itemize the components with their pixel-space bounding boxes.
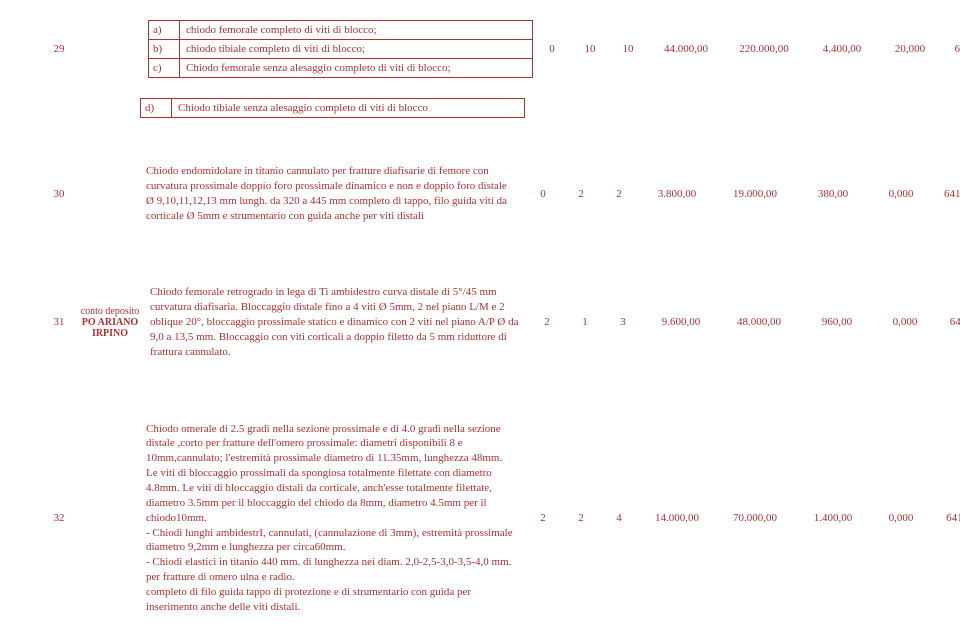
- cell-qty2: 2: [562, 512, 600, 524]
- cell-qty1: 2: [528, 316, 566, 328]
- option-key: c): [149, 59, 180, 77]
- cell-code: 641179087C: [934, 316, 960, 328]
- cell-amount2: 48.000,00: [720, 316, 798, 328]
- cell-amount3: 380,00: [794, 188, 872, 200]
- table-row-30: 30 Chiodo endomidolare in titanio cannul…: [40, 158, 920, 229]
- option-value: chiodo femorale completo di viti di bloc…: [180, 21, 532, 39]
- cell-amount2: 19.000,00: [716, 188, 794, 200]
- table-row-31: 31 conto deposito PO ARIANO IRPINO Chiod…: [40, 279, 920, 365]
- cell-code: 6411776CED: [930, 188, 960, 200]
- cell-amount1: 14.000,00: [638, 512, 716, 524]
- option-row: a) chiodo femorale completo di viti di b…: [148, 20, 533, 39]
- numeric-cells: 0 10 10 44.000,00 220.000,00 4.400,00 20…: [533, 20, 960, 78]
- option-value: Chiodo femorale senza alesaggio completo…: [180, 59, 532, 77]
- deposit-line1: conto deposito: [80, 306, 140, 317]
- option-key: b): [149, 40, 180, 58]
- option-value: Chiodo tibiale senza alesaggio completo …: [172, 99, 524, 117]
- cell-qty1: 0: [533, 43, 571, 55]
- option-row: b) chiodo tibiale completo di viti di bl…: [148, 39, 533, 58]
- numeric-cells: 2 1 3 9.600,00 48.000,00 960,00 0,000 64…: [528, 279, 960, 365]
- deposit-line2: PO ARIANO: [80, 317, 140, 328]
- cell-qty3: 2: [600, 188, 638, 200]
- cell-qty1: 2: [524, 512, 562, 524]
- row-id: 29: [40, 20, 78, 78]
- cell-amount4: 20,000: [881, 43, 939, 55]
- row-description: Chiodo endomidolare in titanio cannulato…: [138, 158, 524, 229]
- cell-qty1: 0: [524, 188, 562, 200]
- cell-qty2: 2: [562, 188, 600, 200]
- option-row: c) Chiodo femorale senza alesaggio compl…: [148, 58, 533, 78]
- table-row-32: 32 Chiodo omerale di 2.5 gradi nella sez…: [40, 416, 920, 621]
- row-id: 32: [40, 416, 78, 621]
- option-row-d: d) Chiodo tibiale senza alesaggio comple…: [140, 98, 525, 118]
- numeric-cells: 0 2 2 3.800,00 19.000,00 380,00 0,000 64…: [524, 158, 960, 229]
- cell-qty3: 4: [600, 512, 638, 524]
- cell-amount4: 0,000: [872, 188, 930, 200]
- cell-amount3: 1.400,00: [794, 512, 872, 524]
- row-id: 30: [40, 158, 78, 229]
- deposit-label: conto deposito PO ARIANO IRPINO: [78, 279, 142, 365]
- cell-amount1: 9.600,00: [642, 316, 720, 328]
- cell-amount2: 220.000,00: [725, 43, 803, 55]
- row-id: 31: [40, 279, 78, 365]
- deposit-line3: IRPINO: [80, 328, 140, 339]
- cell-qty3: 10: [609, 43, 647, 55]
- cell-qty3: 3: [604, 316, 642, 328]
- option-value: chiodo tibiale completo di viti di blocc…: [180, 40, 532, 58]
- row-description: Chiodo omerale di 2.5 gradi nella sezion…: [138, 416, 524, 621]
- table-row-29: 29 a) chiodo femorale completo di viti d…: [40, 20, 920, 118]
- cell-amount4: 0,000: [876, 316, 934, 328]
- option-key: d): [141, 99, 172, 117]
- numeric-cells: 2 2 4 14.000,00 70.000,00 1.400,00 0,000…: [524, 416, 960, 621]
- row-description: Chiodo femorale retrogrado in lega di Ti…: [142, 279, 528, 365]
- cell-code: 6411760FB8: [939, 43, 960, 55]
- cell-amount2: 70.000,00: [716, 512, 794, 524]
- cell-amount3: 4.400,00: [803, 43, 881, 55]
- cell-amount4: 0,000: [872, 512, 930, 524]
- cell-qty2: 10: [571, 43, 609, 55]
- options-list: a) chiodo femorale completo di viti di b…: [148, 20, 533, 78]
- cell-amount1: 3.800,00: [638, 188, 716, 200]
- cell-amount3: 960,00: [798, 316, 876, 328]
- cell-amount1: 44.000,00: [647, 43, 725, 55]
- cell-code: 6411797E41: [930, 512, 960, 524]
- cell-qty2: 1: [566, 316, 604, 328]
- option-key: a): [149, 21, 180, 39]
